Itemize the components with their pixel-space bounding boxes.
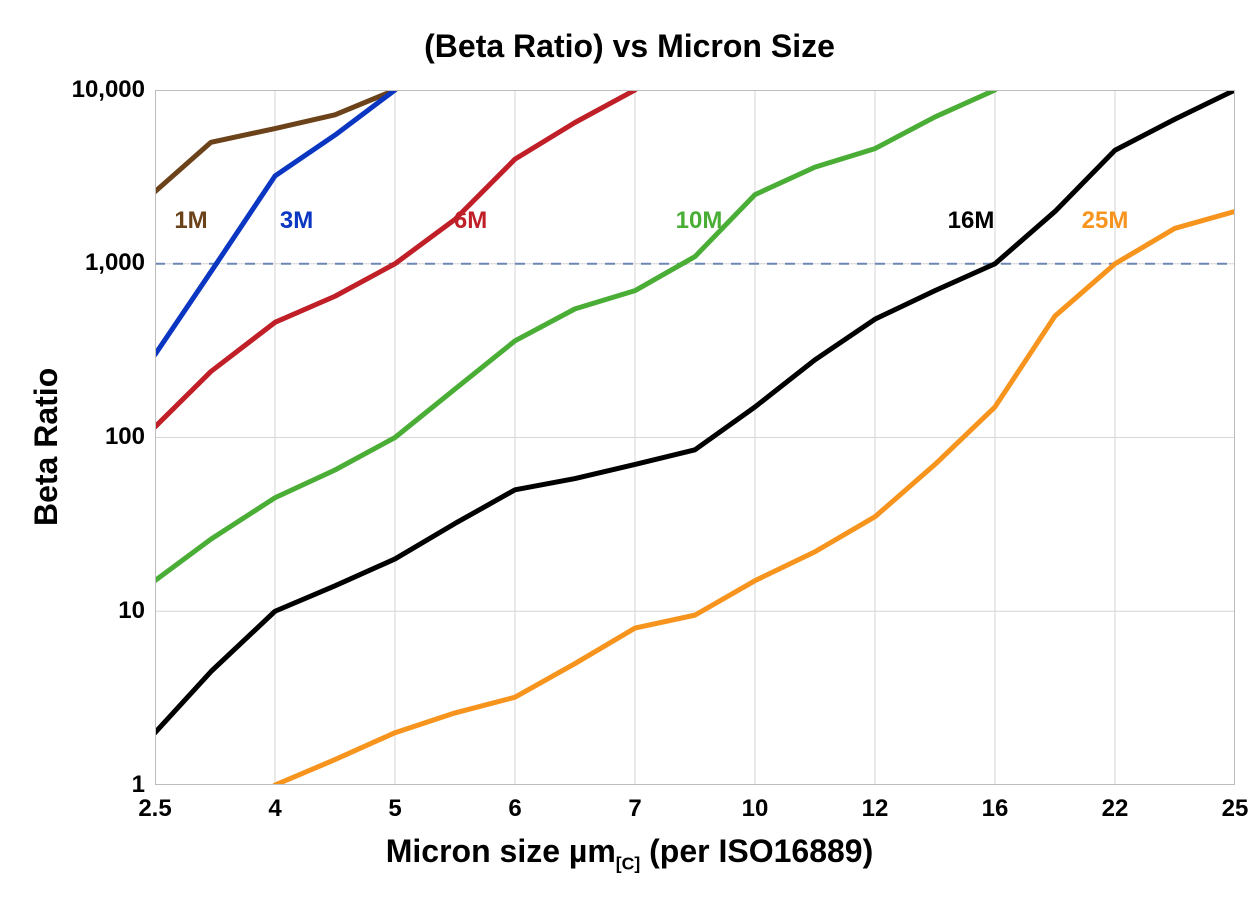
chart-container: (Beta Ratio) vs Micron Size Beta Ratio M… — [0, 0, 1259, 902]
series-label-1M: 1M — [174, 207, 207, 235]
x-tick-22: 22 — [1102, 795, 1129, 823]
x-axis-label-prefix: Micron size µm — [386, 833, 616, 869]
x-tick-12: 12 — [862, 795, 889, 823]
series-label-10M: 10M — [676, 207, 723, 235]
x-tick-25: 25 — [1222, 795, 1249, 823]
x-tick-7: 7 — [628, 795, 641, 823]
series-label-3M: 3M — [280, 207, 313, 235]
series-label-6M: 6M — [454, 207, 487, 235]
plot-area — [155, 90, 1235, 785]
chart-title: (Beta Ratio) vs Micron Size — [0, 28, 1259, 65]
series-label-25M: 25M — [1082, 207, 1129, 235]
x-axis-label: Micron size µm[C] (per ISO16889) — [0, 833, 1259, 874]
x-axis-label-sub: [C] — [616, 853, 640, 873]
series-label-16M: 16M — [948, 207, 995, 235]
x-tick-6: 6 — [508, 795, 521, 823]
y-tick-100: 100 — [105, 423, 145, 451]
x-axis-label-suffix: (per ISO16889) — [640, 833, 873, 869]
plot-svg — [155, 90, 1235, 785]
y-axis-label: Beta Ratio — [28, 367, 65, 525]
x-tick-16: 16 — [982, 795, 1009, 823]
x-tick-2.5: 2.5 — [138, 795, 171, 823]
x-tick-5: 5 — [388, 795, 401, 823]
x-tick-10: 10 — [742, 795, 769, 823]
y-tick-10: 10 — [118, 597, 145, 625]
x-tick-4: 4 — [268, 795, 281, 823]
y-tick-10000: 10,000 — [72, 76, 145, 104]
y-tick-1000: 1,000 — [85, 249, 145, 277]
